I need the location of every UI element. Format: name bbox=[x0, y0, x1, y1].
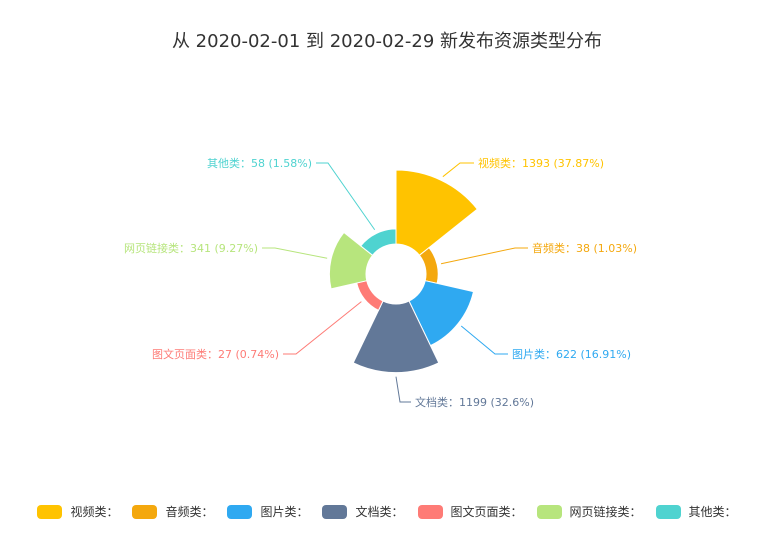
slice-2[interactable] bbox=[408, 280, 475, 347]
legend-swatch bbox=[132, 504, 158, 519]
leader-line-6 bbox=[316, 162, 376, 231]
legend-label: 视频类： bbox=[70, 505, 119, 519]
legend-item-6[interactable]: 其他类： bbox=[655, 503, 737, 520]
legend-label: 图片类： bbox=[260, 505, 309, 519]
slice-label-5: 网页链接类：341 (9.27%) bbox=[124, 241, 258, 255]
legend-swatch bbox=[417, 504, 443, 519]
slice-5[interactable] bbox=[328, 231, 374, 290]
slice-label-0: 视频类：1393 (37.87%) bbox=[478, 156, 604, 170]
legend-label: 网页链接类： bbox=[569, 505, 642, 519]
legend-swatch bbox=[322, 504, 348, 519]
slice-label-3: 文档类：1199 (32.6%) bbox=[415, 395, 534, 409]
slice-label-1: 音频类：38 (1.03%) bbox=[532, 241, 637, 255]
legend-item-4[interactable]: 图文页面类： bbox=[417, 503, 523, 520]
slice-label-4: 图文页面类：27 (0.74%) bbox=[152, 347, 279, 361]
slice-label-6: 其他类：58 (1.58%) bbox=[207, 156, 312, 170]
leader-line-0 bbox=[442, 162, 474, 178]
legend-label: 音频类： bbox=[165, 505, 214, 519]
slice-4[interactable] bbox=[356, 280, 384, 311]
leader-line-1 bbox=[440, 247, 528, 265]
legend-swatch bbox=[227, 504, 253, 519]
slice-1[interactable] bbox=[418, 246, 439, 284]
legend-swatch bbox=[37, 504, 63, 519]
legend-item-0[interactable]: 视频类： bbox=[37, 503, 118, 520]
leader-line-5 bbox=[262, 247, 328, 259]
legend-swatch bbox=[655, 504, 681, 519]
slice-3[interactable] bbox=[352, 300, 440, 374]
legend-item-1[interactable]: 音频类： bbox=[132, 503, 213, 520]
legend-label: 其他类： bbox=[688, 505, 737, 519]
leader-line-4 bbox=[283, 301, 362, 355]
legend-item-2[interactable]: 图片类： bbox=[227, 503, 308, 520]
chart-title: 从 2020-02-01 到 2020-02-29 新发布资源类型分布 bbox=[171, 31, 603, 52]
slice-6[interactable] bbox=[360, 228, 397, 256]
slice-label-2: 图片类：622 (16.91%) bbox=[512, 347, 631, 361]
chart-legend: 视频类： 音频类： 图片类： 文档类： 图文页面类： 网页链接类： 其他类： bbox=[0, 503, 774, 520]
legend-swatch bbox=[536, 504, 562, 519]
legend-item-3[interactable]: 文档类： bbox=[322, 503, 404, 520]
legend-label: 图文页面类： bbox=[450, 505, 523, 519]
slice-0[interactable] bbox=[395, 169, 479, 256]
leader-line-3 bbox=[395, 376, 411, 403]
legend-item-5[interactable]: 网页链接类： bbox=[536, 503, 642, 520]
legend-label: 文档类： bbox=[355, 505, 404, 519]
leader-line-2 bbox=[460, 325, 508, 355]
